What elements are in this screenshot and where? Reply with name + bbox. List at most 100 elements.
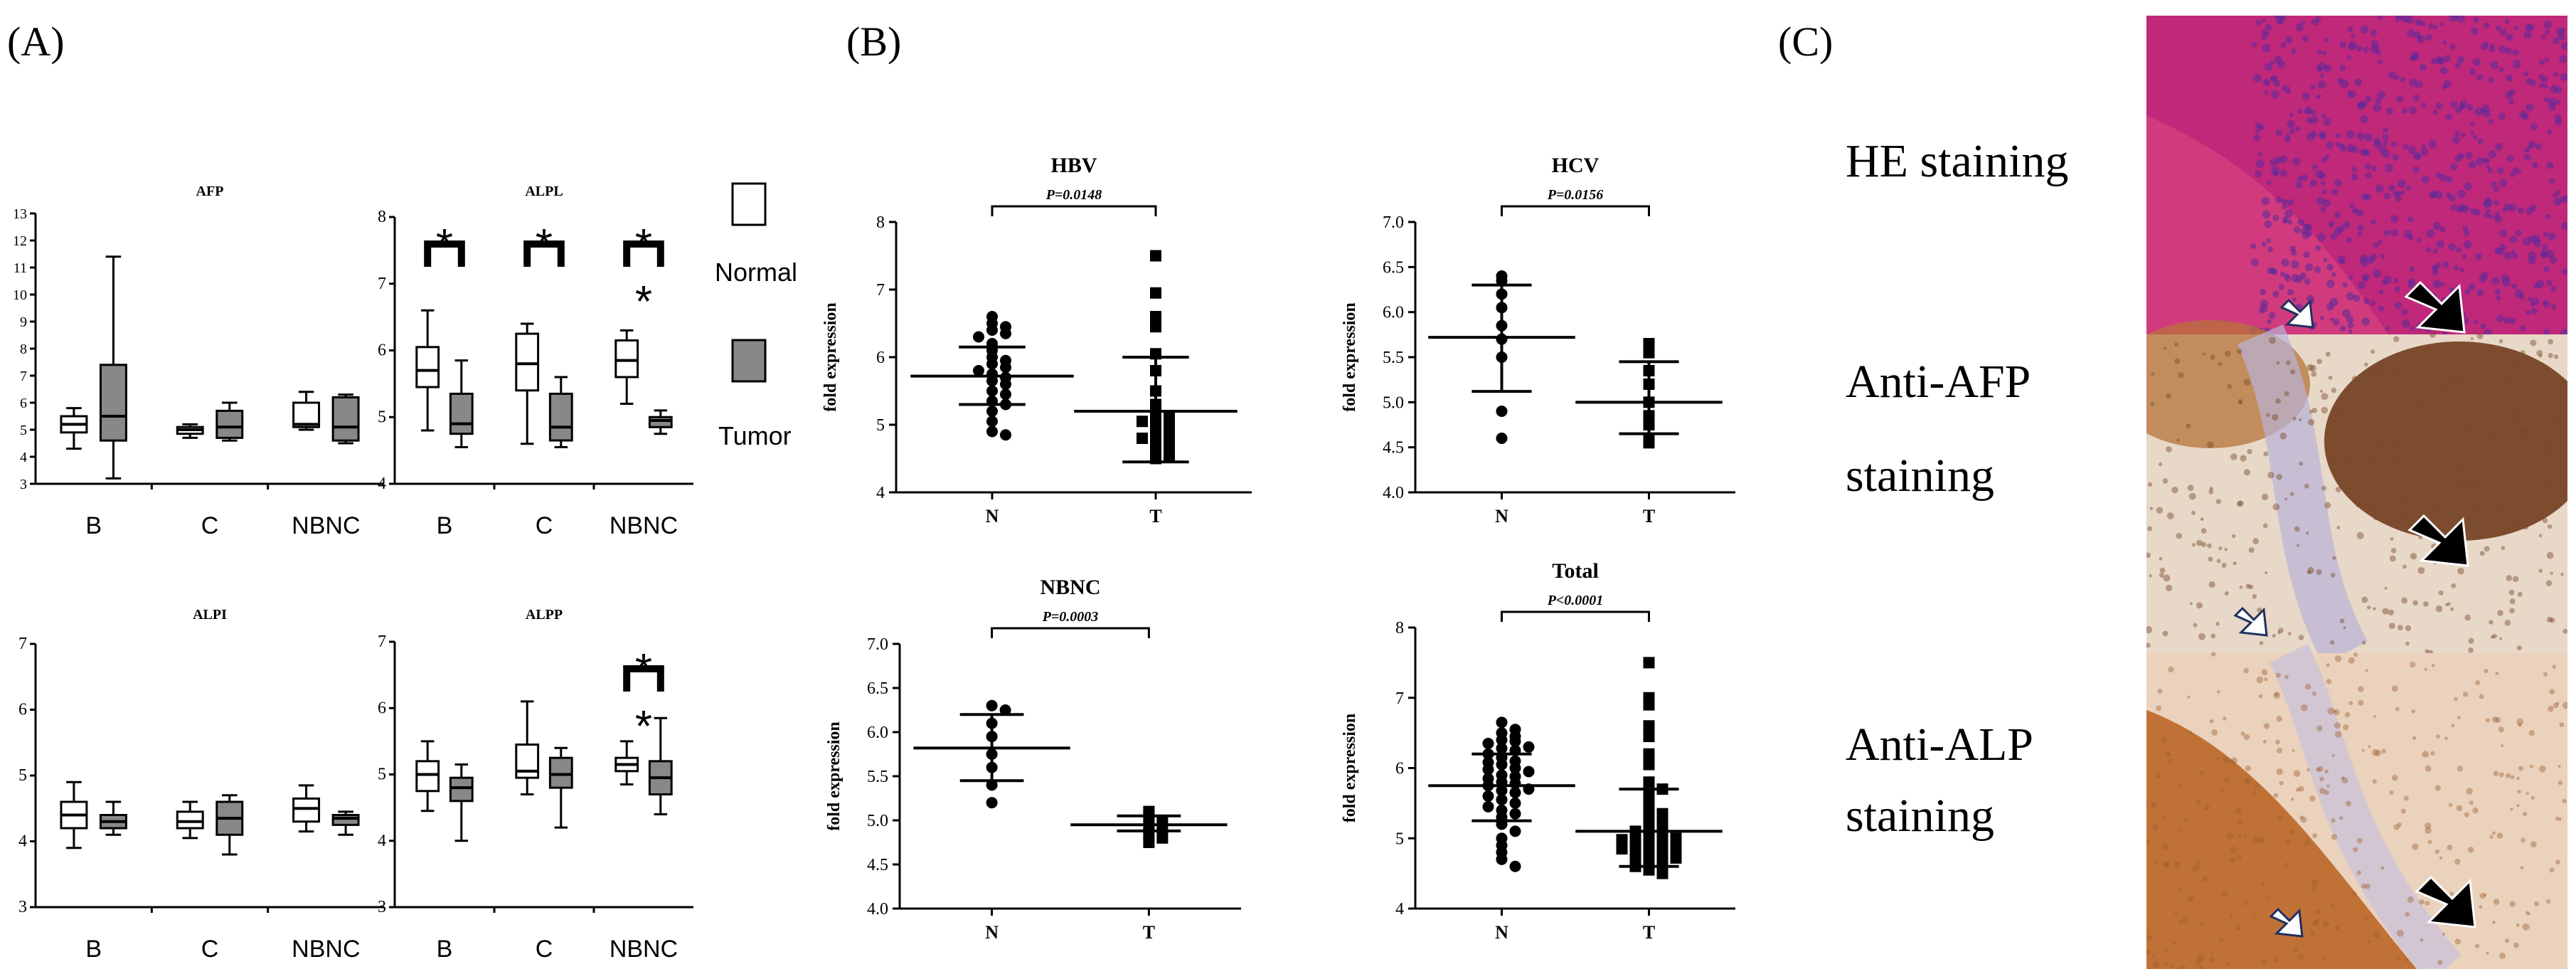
tissue-cell — [2547, 129, 2553, 134]
tissue-cell — [2294, 878, 2297, 882]
tissue-cell — [2272, 413, 2279, 421]
tissue-stroma — [2237, 324, 2368, 665]
tissue-cell — [2259, 640, 2264, 645]
x-tick-label: NBNC — [610, 936, 678, 963]
tissue-cell — [2364, 362, 2368, 367]
tissue-cell — [2390, 215, 2399, 223]
tissue-cell — [2193, 623, 2198, 628]
tissue-cell — [2256, 676, 2264, 684]
tissue-cell — [2388, 623, 2395, 629]
tissue-cell — [2319, 73, 2325, 78]
tissue-cell — [2439, 856, 2443, 860]
tissue-cell — [2538, 83, 2545, 88]
tissue-cell — [2444, 736, 2448, 741]
tissue-cell — [2162, 478, 2168, 484]
tissue-cell — [2450, 163, 2458, 171]
tissue-cell — [2371, 165, 2377, 171]
data-point — [1496, 776, 1508, 788]
tissue-cell — [2523, 524, 2529, 530]
data-point — [986, 717, 998, 729]
tissue-cell — [2546, 616, 2553, 623]
tissue-cell — [2457, 766, 2463, 772]
tissue-cell — [2348, 329, 2353, 334]
data-point — [1164, 412, 1175, 424]
y-tick-label: 4.0 — [1383, 484, 1404, 502]
tissue-cell — [2449, 43, 2456, 50]
tissue-cell — [2397, 822, 2402, 827]
tissue-cell — [2397, 492, 2405, 500]
tissue-cell — [2488, 77, 2494, 83]
tissue-cell — [2424, 822, 2432, 830]
tissue-cell — [2279, 169, 2287, 177]
tissue-cell — [2453, 265, 2459, 271]
tissue-cell — [2479, 551, 2485, 556]
tissue-cell — [2346, 130, 2355, 139]
tissue-cell — [2553, 354, 2559, 359]
data-point — [1643, 396, 1655, 408]
tissue-cell — [2361, 317, 2370, 326]
data-point — [1656, 838, 1668, 850]
tissue-cell — [2235, 924, 2242, 931]
tissue-cell — [2383, 192, 2391, 200]
data-point — [1509, 808, 1521, 820]
tissue-cell — [2331, 818, 2336, 823]
tissue-cell — [2395, 95, 2404, 103]
tissue-cell — [2402, 319, 2410, 328]
tissue-cell — [2301, 21, 2306, 26]
tissue-cell — [2492, 472, 2498, 477]
data-point — [1137, 433, 1148, 444]
box-normal — [614, 339, 639, 379]
tissue-cell — [2479, 694, 2484, 699]
tissue-cell — [2490, 460, 2494, 464]
tissue-cell — [2219, 938, 2224, 943]
tissue-cell — [2526, 78, 2533, 85]
tissue-cell — [2496, 166, 2504, 174]
tissue-cell — [2346, 459, 2354, 467]
data-point — [1509, 744, 1521, 756]
y-tick-label: 11 — [14, 260, 27, 276]
tissue-cell — [2208, 556, 2213, 562]
data-point — [986, 324, 998, 336]
box-tumor — [99, 364, 127, 442]
tissue-cell — [2395, 16, 2400, 19]
tissue-cell — [2163, 574, 2171, 582]
tissue-cell — [2531, 420, 2535, 424]
tissue-cell — [2421, 175, 2429, 184]
tissue-cell — [2171, 487, 2178, 494]
tissue-cell — [2259, 308, 2264, 314]
data-point — [1150, 435, 1161, 448]
tissue-cell — [2552, 665, 2557, 669]
tissue-cell — [2245, 765, 2251, 772]
tissue-cell — [2447, 602, 2451, 606]
tissue-cell — [2456, 805, 2463, 812]
tissue-cell — [2555, 816, 2559, 821]
tissue-cell — [2299, 461, 2304, 466]
tissue-cell — [2530, 841, 2537, 848]
tissue-cell — [2388, 71, 2396, 79]
tissue-cell — [2497, 507, 2501, 510]
tissue-cell — [2431, 497, 2435, 502]
tissue-cell — [2162, 630, 2168, 637]
tissue-cell — [2223, 757, 2230, 764]
tissue-cell — [2440, 282, 2445, 287]
tissue-cell — [2291, 48, 2296, 55]
tissue-cell — [2237, 834, 2242, 838]
tissue-cell — [2486, 436, 2491, 441]
tissue-cell — [2275, 672, 2281, 678]
black-arrow-icon — [2407, 514, 2469, 567]
tissue-cell — [2351, 33, 2356, 38]
tissue-cell — [2276, 768, 2283, 776]
y-tick-label: 5 — [378, 766, 386, 784]
tissue-cell — [2489, 620, 2493, 625]
tissue-cell — [2254, 783, 2257, 788]
tissue-cell — [2352, 207, 2358, 213]
y-tick-label: 5 — [20, 423, 27, 438]
data-point — [1656, 867, 1668, 879]
tissue-cell — [2298, 418, 2302, 422]
data-point — [1150, 425, 1161, 438]
tissue-cell — [2252, 538, 2260, 544]
y-tick-label: 5.0 — [1383, 393, 1404, 412]
tissue-cell — [2262, 523, 2268, 529]
y-tick-label: 5.5 — [1383, 349, 1404, 367]
tissue-cell — [2420, 938, 2424, 942]
